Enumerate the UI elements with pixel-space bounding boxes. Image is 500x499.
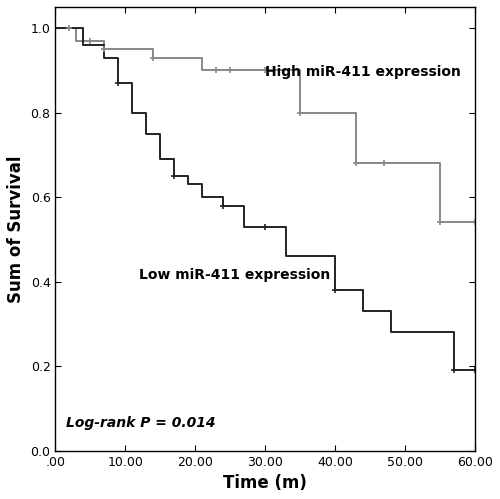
Text: High miR-411 expression: High miR-411 expression bbox=[265, 65, 461, 79]
X-axis label: Time (m): Time (m) bbox=[224, 474, 307, 492]
Y-axis label: Sum of Survival: Sum of Survival bbox=[7, 155, 25, 302]
Text: Low miR-411 expression: Low miR-411 expression bbox=[140, 267, 330, 281]
Text: Log-rank P = 0.014: Log-rank P = 0.014 bbox=[66, 416, 216, 431]
